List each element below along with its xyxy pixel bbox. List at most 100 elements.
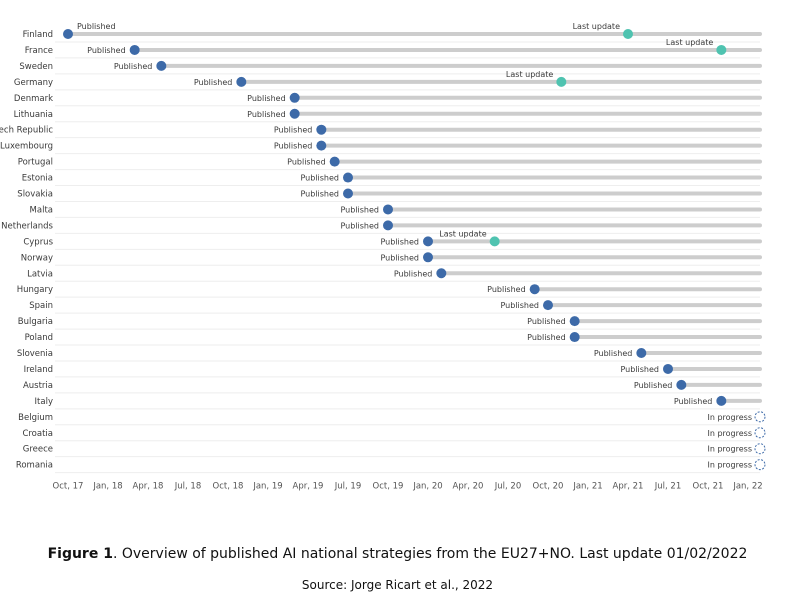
published-label: Published (500, 301, 539, 310)
country-label: Netherlands (1, 221, 53, 231)
country-label: Malta (30, 205, 53, 215)
published-point (316, 124, 327, 135)
country-label: Sweden (19, 62, 53, 72)
country-label: Luxembourg (0, 142, 53, 152)
figure-caption: Figure 1. Overview of published AI natio… (0, 546, 795, 562)
figure-caption-text: . Overview of published AI national stra… (112, 546, 748, 562)
x-tick-label: Apr, 19 (293, 482, 324, 492)
published-label: Published (274, 142, 313, 151)
timeline-chart: Finland Published Last update France Publish… (0, 22, 766, 492)
published-point (329, 156, 340, 167)
update-point (489, 236, 500, 247)
figure-label: Figure 1 (47, 546, 113, 562)
published-label: Published (634, 381, 673, 390)
country-label: Romania (16, 461, 53, 471)
x-tick-label: Oct, 17 (53, 482, 84, 492)
country-label: Spain (29, 301, 53, 311)
x-tick-label: Apr, 20 (453, 482, 484, 492)
published-label: Published (87, 46, 126, 55)
x-tick-label: Oct, 18 (213, 482, 244, 492)
country-label: Portugal (18, 158, 53, 168)
country-label: Austria (23, 381, 53, 391)
published-label: Published (620, 365, 659, 374)
country-label: Greece (23, 445, 53, 455)
published-label: Published (380, 253, 419, 262)
update-label: Last update (573, 22, 620, 31)
published-point (569, 316, 580, 327)
x-tick-label: Apr, 21 (613, 482, 644, 492)
published-label: Published (487, 285, 526, 294)
published-point (383, 204, 393, 215)
published-point (663, 363, 673, 374)
country-label: Czech Republic (0, 126, 53, 136)
update-point (556, 76, 567, 87)
update-label: Last update (666, 38, 713, 47)
x-tick-label: Jan, 18 (92, 482, 122, 492)
country-label: Cyprus (23, 237, 53, 247)
country-label: Bulgaria (18, 317, 53, 327)
x-tick-label: Jan, 20 (412, 482, 442, 492)
published-label: Published (300, 174, 339, 183)
published-label: Published (340, 221, 379, 230)
published-label: Published (300, 190, 339, 199)
published-label: Published (247, 110, 286, 119)
published-point (423, 236, 433, 247)
published-label: Published (287, 158, 326, 167)
country-label: Slovakia (17, 190, 53, 200)
published-point (236, 76, 247, 87)
update-label: Last update (506, 70, 553, 79)
published-label: Published (674, 397, 713, 406)
country-label: Finland (23, 30, 53, 40)
figure-source: Source: Jorge Ricart et al., 2022 (301, 578, 494, 592)
country-label: Ireland (24, 365, 53, 375)
x-tick-label: Oct, 21 (693, 482, 724, 492)
published-label: Published (77, 22, 116, 31)
x-tick-label: Jul, 21 (654, 482, 681, 492)
in-progress-label: In progress (707, 413, 752, 422)
in-progress-label: In progress (707, 445, 752, 454)
published-point (63, 29, 73, 39)
published-point (343, 172, 353, 183)
update-point (716, 44, 727, 55)
published-point (529, 284, 540, 295)
country-label: Germany (14, 78, 53, 88)
country-label: Croatia (22, 429, 53, 439)
country-label: Italy (35, 397, 53, 407)
published-label: Published (380, 237, 419, 246)
published-point (156, 60, 167, 71)
in-progress-point (754, 411, 766, 423)
published-point (569, 332, 580, 343)
in-progress-label: In progress (707, 429, 752, 438)
x-tick-label: Jul, 20 (494, 482, 521, 492)
x-tick-label: Oct, 19 (373, 482, 404, 492)
published-label: Published (194, 78, 233, 87)
published-point (436, 268, 447, 279)
in-progress-point (754, 443, 766, 455)
country-label: Belgium (18, 413, 53, 423)
x-tick-label: Oct, 20 (533, 482, 564, 492)
x-tick-label: Jan, 22 (732, 482, 762, 492)
in-progress-point (754, 427, 766, 439)
country-label: France (25, 46, 53, 56)
country-label: Slovenia (17, 349, 53, 359)
published-point (636, 348, 647, 358)
published-point (716, 395, 727, 406)
published-point (289, 92, 300, 103)
published-label: Published (340, 205, 379, 214)
published-label: Published (114, 62, 153, 71)
in-progress-point (754, 459, 766, 471)
in-progress-label: In progress (707, 461, 752, 470)
published-point (289, 108, 300, 119)
published-point (343, 188, 353, 199)
published-label: Published (274, 126, 313, 135)
published-point (676, 379, 687, 390)
country-label: Norway (21, 253, 53, 263)
x-tick-label: Jul, 18 (174, 482, 201, 492)
published-point (383, 220, 393, 231)
update-point (623, 29, 633, 39)
published-label: Published (394, 269, 433, 278)
published-label: Published (527, 333, 566, 342)
published-point (423, 252, 433, 263)
published-point (316, 140, 327, 151)
published-label: Published (594, 349, 633, 358)
